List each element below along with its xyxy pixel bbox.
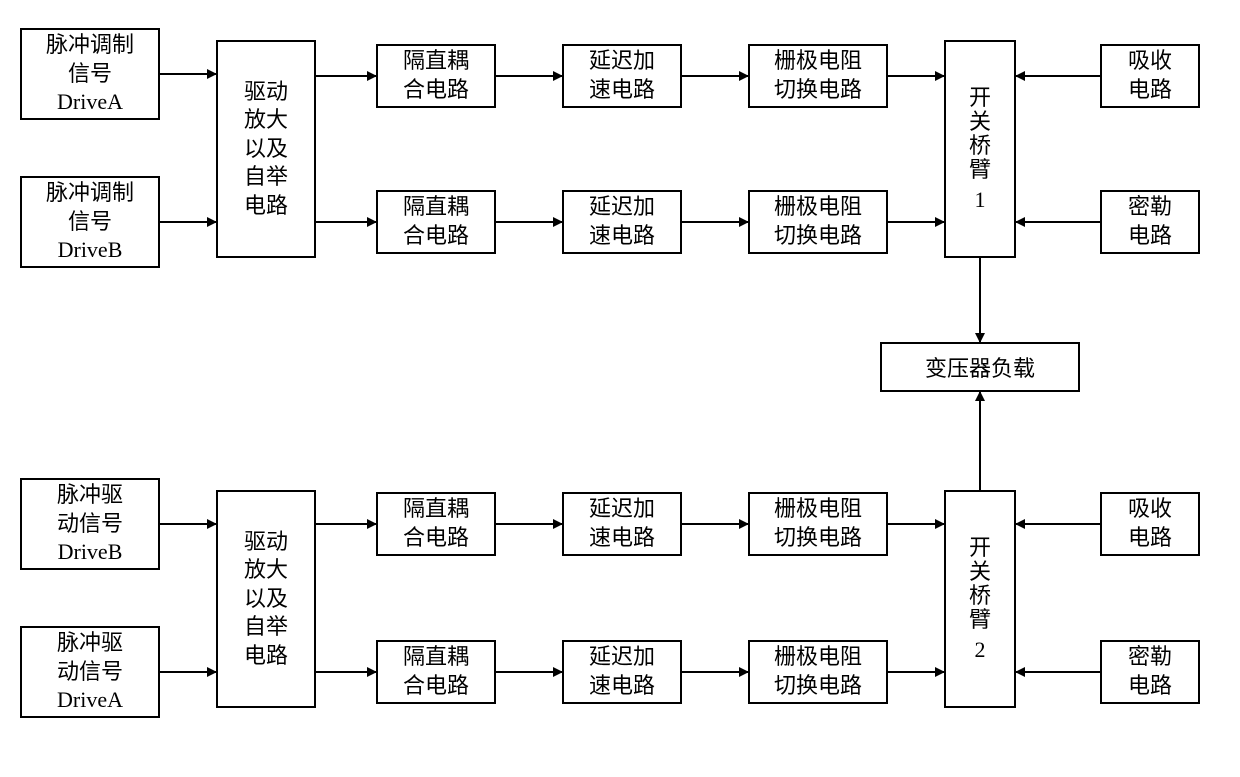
label: 密勒 <box>1128 194 1172 219</box>
label: 延迟加 <box>589 644 655 669</box>
node-coupling-b1: 隔直耦 合电路 <box>376 492 496 556</box>
label: 桥 <box>969 584 991 608</box>
label: DriveA <box>57 687 123 712</box>
label: 电路 <box>244 643 288 668</box>
node-driveA-bot: 脉冲驱 动信号 DriveA <box>20 626 160 718</box>
label: 栅极电阻 <box>774 496 862 521</box>
label: 脉冲驱 <box>57 482 123 507</box>
label: DriveB <box>58 539 123 564</box>
label: 合电路 <box>403 673 469 698</box>
label: 信号 <box>68 61 112 86</box>
node-miller-2: 密勒 电路 <box>1100 640 1200 704</box>
label: 延迟加 <box>589 48 655 73</box>
label: 切换电路 <box>774 525 862 550</box>
label: 隔直耦 <box>403 48 469 73</box>
label: 电路 <box>1128 525 1172 550</box>
node-bridge-1: 开 关 桥 臂 1 <box>944 40 1016 258</box>
label: 关 <box>969 560 991 584</box>
label: 隔直耦 <box>403 194 469 219</box>
node-coupling-b2: 隔直耦 合电路 <box>376 640 496 704</box>
node-gate-t1: 栅极电阻 切换电路 <box>748 44 888 108</box>
label: 密勒 <box>1128 644 1172 669</box>
label: 1 <box>974 188 985 212</box>
label: 切换电路 <box>774 223 862 248</box>
label: 电路 <box>244 193 288 218</box>
label: 脉冲驱 <box>57 630 123 655</box>
label: 关 <box>969 110 991 134</box>
label: 变压器负载 <box>925 351 1035 383</box>
label: 合电路 <box>403 525 469 550</box>
label: 驱动 <box>244 529 288 554</box>
label: 以及 <box>244 586 288 611</box>
node-gate-b1: 栅极电阻 切换电路 <box>748 492 888 556</box>
node-miller-1: 密勒 电路 <box>1100 190 1200 254</box>
label: 臂 <box>969 608 991 632</box>
label: 2 <box>974 638 985 662</box>
node-coupling-t1: 隔直耦 合电路 <box>376 44 496 108</box>
label: 驱动 <box>244 79 288 104</box>
label: 电路 <box>1128 77 1172 102</box>
node-delay-b2: 延迟加 速电路 <box>562 640 682 704</box>
label: DriveA <box>57 89 123 114</box>
label: 切换电路 <box>774 673 862 698</box>
node-load: 变压器负载 <box>880 342 1080 392</box>
label: 切换电路 <box>774 77 862 102</box>
label: 开 <box>969 86 991 110</box>
node-delay-t2: 延迟加 速电路 <box>562 190 682 254</box>
label: 放大 <box>244 107 288 132</box>
label: 脉冲调制 <box>46 180 134 205</box>
label: 桥 <box>969 134 991 158</box>
label: 隔直耦 <box>403 496 469 521</box>
label: 信号 <box>68 209 112 234</box>
label: 脉冲调制 <box>46 32 134 57</box>
label: 吸收 <box>1128 496 1172 521</box>
label: 速电路 <box>589 77 655 102</box>
label: 以及 <box>244 136 288 161</box>
label: 栅极电阻 <box>774 194 862 219</box>
node-gate-t2: 栅极电阻 切换电路 <box>748 190 888 254</box>
node-delay-t1: 延迟加 速电路 <box>562 44 682 108</box>
label: 速电路 <box>589 673 655 698</box>
node-driveA-top: 脉冲调制 信号 DriveA <box>20 28 160 120</box>
node-gate-b2: 栅极电阻 切换电路 <box>748 640 888 704</box>
label: 速电路 <box>589 525 655 550</box>
label: 速电路 <box>589 223 655 248</box>
label: 开 <box>969 536 991 560</box>
label: 电路 <box>1128 673 1172 698</box>
label: 延迟加 <box>589 194 655 219</box>
label: 隔直耦 <box>403 644 469 669</box>
node-driveB-bot: 脉冲驱 动信号 DriveB <box>20 478 160 570</box>
node-delay-b1: 延迟加 速电路 <box>562 492 682 556</box>
label: 动信号 <box>57 659 123 684</box>
label: DriveB <box>58 237 123 262</box>
label: 自举 <box>244 614 288 639</box>
label: 栅极电阻 <box>774 644 862 669</box>
node-absorb-2: 吸收 电路 <box>1100 492 1200 556</box>
label: 电路 <box>1128 223 1172 248</box>
label: 合电路 <box>403 223 469 248</box>
label: 合电路 <box>403 77 469 102</box>
label: 臂 <box>969 158 991 182</box>
node-driveB-top: 脉冲调制 信号 DriveB <box>20 176 160 268</box>
label: 延迟加 <box>589 496 655 521</box>
label: 动信号 <box>57 511 123 536</box>
node-bridge-2: 开 关 桥 臂 2 <box>944 490 1016 708</box>
label: 栅极电阻 <box>774 48 862 73</box>
node-amp-bot: 驱动 放大 以及 自举 电路 <box>216 490 316 708</box>
label: 吸收 <box>1128 48 1172 73</box>
node-coupling-t2: 隔直耦 合电路 <box>376 190 496 254</box>
node-amp-top: 驱动 放大 以及 自举 电路 <box>216 40 316 258</box>
label: 自举 <box>244 164 288 189</box>
label: 放大 <box>244 557 288 582</box>
node-absorb-1: 吸收 电路 <box>1100 44 1200 108</box>
